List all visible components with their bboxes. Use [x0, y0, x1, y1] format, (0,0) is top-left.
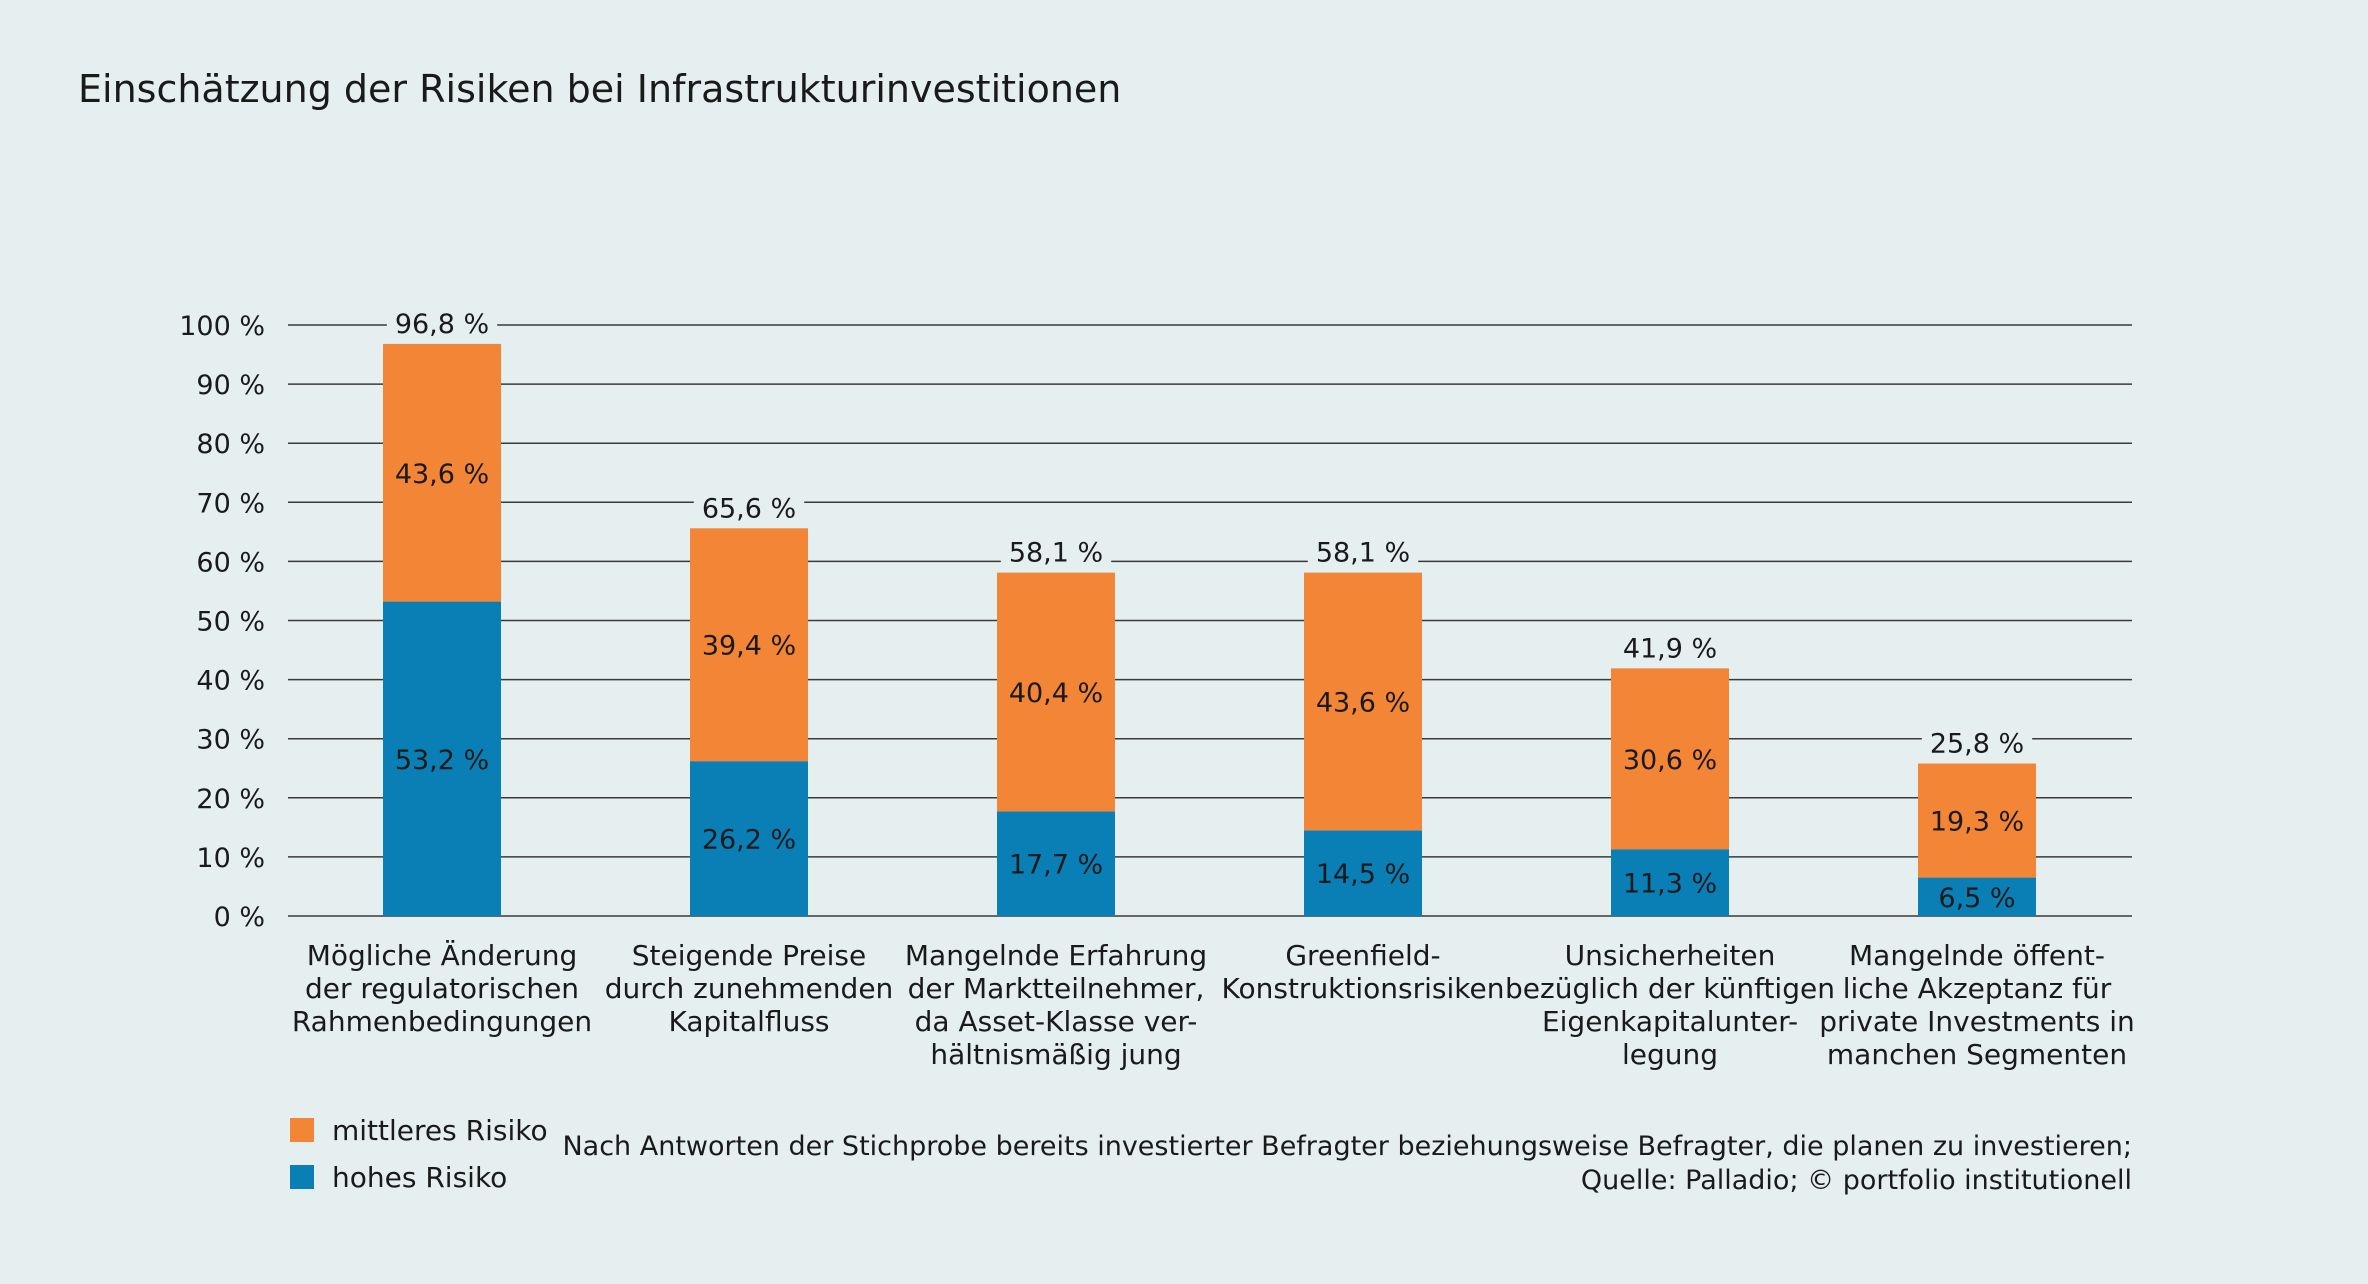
bar-mittleres-risiko: [383, 343, 501, 602]
bar-mittleres-risiko: [690, 528, 808, 762]
value-label-hohes-risiko: 17,7 %: [1009, 850, 1103, 881]
bar-hohes-risiko: [690, 761, 808, 916]
legend-swatch: [290, 1118, 314, 1142]
legend-label: mittleres Risiko: [332, 1114, 548, 1147]
category-labels: Mögliche Änderung der regulatorischen Rahm…: [292, 939, 2135, 1071]
y-tick-label: 60 %: [196, 547, 265, 578]
y-tick-label: 80 %: [196, 429, 265, 460]
bar-mittleres-risiko: [1304, 572, 1422, 831]
total-label: 41,9 %: [1623, 633, 1717, 664]
y-tick-label: 50 %: [196, 607, 265, 638]
bar-mittleres-risiko: [1611, 668, 1729, 850]
y-tick-label: 70 %: [196, 488, 265, 519]
category-label: Steigende Preise durch zunehmenden Kapital…: [605, 939, 894, 1038]
value-label-hohes-risiko: 53,2 %: [395, 745, 489, 776]
bar-mittleres-risiko: [997, 572, 1115, 812]
y-tick-label: 100 %: [179, 311, 265, 342]
value-label-hohes-risiko: 14,5 %: [1316, 859, 1410, 890]
value-label-mittleres-risiko: 43,6 %: [395, 459, 489, 490]
source-note-line: Nach Antworten der Stichprobe bereits in…: [562, 1131, 2132, 1162]
total-label-background: [1000, 535, 1112, 571]
total-label-background: [1614, 631, 1726, 667]
source-note-line: Quelle: Palladio; © portfolio institutio…: [1581, 1165, 2132, 1196]
category-label: Unsicherheiten bezüglich der künftigen Eig…: [1505, 939, 1835, 1071]
value-label-mittleres-risiko: 30,6 %: [1623, 745, 1717, 776]
total-label-background: [1307, 535, 1419, 571]
y-tick-label: 10 %: [196, 843, 265, 874]
y-tick-label: 30 %: [196, 725, 265, 756]
y-tick-label: 20 %: [196, 784, 265, 815]
bar-hohes-risiko: [1918, 877, 2036, 916]
bar-mittleres-risiko: [1918, 763, 2036, 878]
bars: 53,2 % 43,6 % 96,8 % 26,2 % 39,4 % 65,6 % 17,7…: [383, 306, 2036, 916]
bar-hohes-risiko: [383, 601, 501, 916]
value-label-mittleres-risiko: 39,4 %: [702, 631, 796, 662]
value-label-hohes-risiko: 6,5 %: [1938, 883, 2015, 914]
total-label-background: [693, 491, 805, 527]
legend-swatch: [290, 1165, 314, 1189]
bar-hohes-risiko: [1304, 830, 1422, 916]
total-label-background: [1921, 726, 2033, 762]
y-tick-label: 40 %: [196, 666, 265, 697]
value-label-mittleres-risiko: 40,4 %: [1009, 678, 1103, 709]
category-label: Mangelnde öffent-liche Akzeptanz für priv…: [1819, 939, 2135, 1071]
bar-hohes-risiko: [1611, 849, 1729, 916]
chart-title: Einschätzung der Risiken bei Infrastrukt…: [78, 67, 1121, 111]
value-label-mittleres-risiko: 19,3 %: [1930, 807, 2024, 838]
legend: mittleres Risiko hohes Risiko: [290, 1114, 548, 1194]
legend-label: hohes Risiko: [332, 1161, 507, 1194]
total-label: 58,1 %: [1009, 538, 1103, 569]
y-axis: 0 % 10 % 20 % 30 % 40 % 50 % 60 % 70 % 80 % 90 % 1…: [179, 311, 265, 933]
total-label-background: [386, 306, 498, 342]
total-label: 58,1 %: [1316, 538, 1410, 569]
value-label-hohes-risiko: 11,3 %: [1623, 869, 1717, 900]
bar-hohes-risiko: [997, 811, 1115, 916]
category-label: Greenfield-Konstruktionsrisiken: [1222, 939, 1505, 1005]
value-label-hohes-risiko: 26,2 %: [702, 825, 796, 856]
grid-lines: [288, 324, 2132, 917]
category-label: Mangelnde Erfahrung der Marktteilnehmer, d…: [905, 939, 1207, 1071]
total-label: 65,6 %: [702, 493, 796, 524]
total-label: 25,8 %: [1930, 729, 2024, 760]
y-tick-label: 90 %: [196, 370, 265, 401]
y-tick-label: 0 %: [214, 902, 265, 933]
category-label: Mögliche Änderung der regulatorischen Rahm…: [292, 939, 592, 1038]
total-label: 96,8 %: [395, 309, 489, 340]
value-label-mittleres-risiko: 43,6 %: [1316, 687, 1410, 718]
source-note: Nach Antworten der Stichprobe bereits in…: [562, 1131, 2132, 1196]
